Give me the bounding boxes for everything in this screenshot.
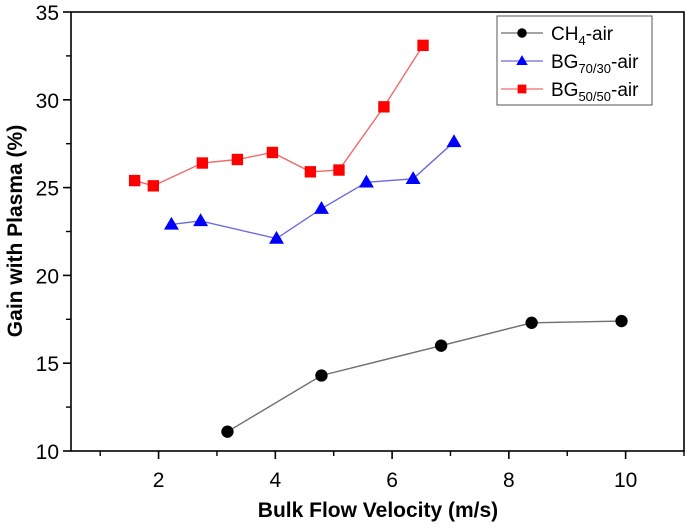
series-2 [128, 39, 429, 192]
data-point [446, 134, 462, 148]
x-tick-label: 8 [503, 469, 515, 492]
legend-item: BG50/50-air [501, 80, 639, 104]
x-tick-label: 6 [386, 469, 398, 492]
data-point [304, 166, 317, 178]
series-0 [221, 314, 628, 438]
axes: 2 4 6 8 10 10 15 20 25 30 35 [36, 2, 685, 492]
data-point [221, 425, 234, 438]
legend-item: BG70/30-air [501, 52, 639, 76]
y-axis-title: Gain with Plasma (%) [4, 125, 27, 337]
data-point [163, 216, 179, 230]
y-tick-label: 15 [36, 353, 59, 376]
y-tick-label: 20 [36, 265, 59, 288]
data-point [615, 314, 628, 328]
y-tick-label: 35 [36, 2, 59, 25]
data-point [358, 174, 374, 188]
data-point [231, 153, 244, 166]
series-line [171, 141, 455, 240]
data-point [378, 101, 390, 113]
data-point [434, 339, 448, 352]
data-point [525, 316, 538, 329]
y-tick-label: 25 [36, 178, 59, 201]
data-point [266, 146, 279, 159]
legend-label: CH4-air [551, 24, 614, 48]
legend-item: CH4-air [501, 24, 614, 48]
x-tick-label: 10 [614, 469, 637, 492]
data-point [128, 174, 141, 187]
legend: CH4-air BG70/30-air BG50/50-air [496, 15, 653, 106]
legend-marker [517, 84, 527, 94]
data-point [405, 171, 421, 185]
data-point [196, 157, 209, 169]
data-point [315, 369, 328, 382]
legend-label: BG50/50-air [551, 80, 639, 104]
data-point [417, 39, 429, 52]
data-point [313, 201, 329, 214]
series-layer [128, 39, 628, 438]
data-point [147, 180, 160, 192]
legend-marker [516, 55, 528, 65]
data-point [269, 230, 284, 244]
series-1 [163, 134, 462, 244]
series-line [134, 44, 424, 187]
x-axis-title: Bulk Flow Velocity (m/s) [258, 499, 498, 522]
x-tick-label: 2 [153, 469, 165, 492]
data-point [193, 213, 209, 227]
legend-marker [517, 28, 527, 38]
data-point [333, 164, 345, 176]
y-tick-label: 30 [36, 90, 59, 113]
y-tick-label: 10 [36, 441, 59, 464]
series-line [227, 320, 622, 433]
x-tick-label: 4 [269, 469, 281, 492]
legend-label: BG70/30-air [551, 52, 639, 76]
